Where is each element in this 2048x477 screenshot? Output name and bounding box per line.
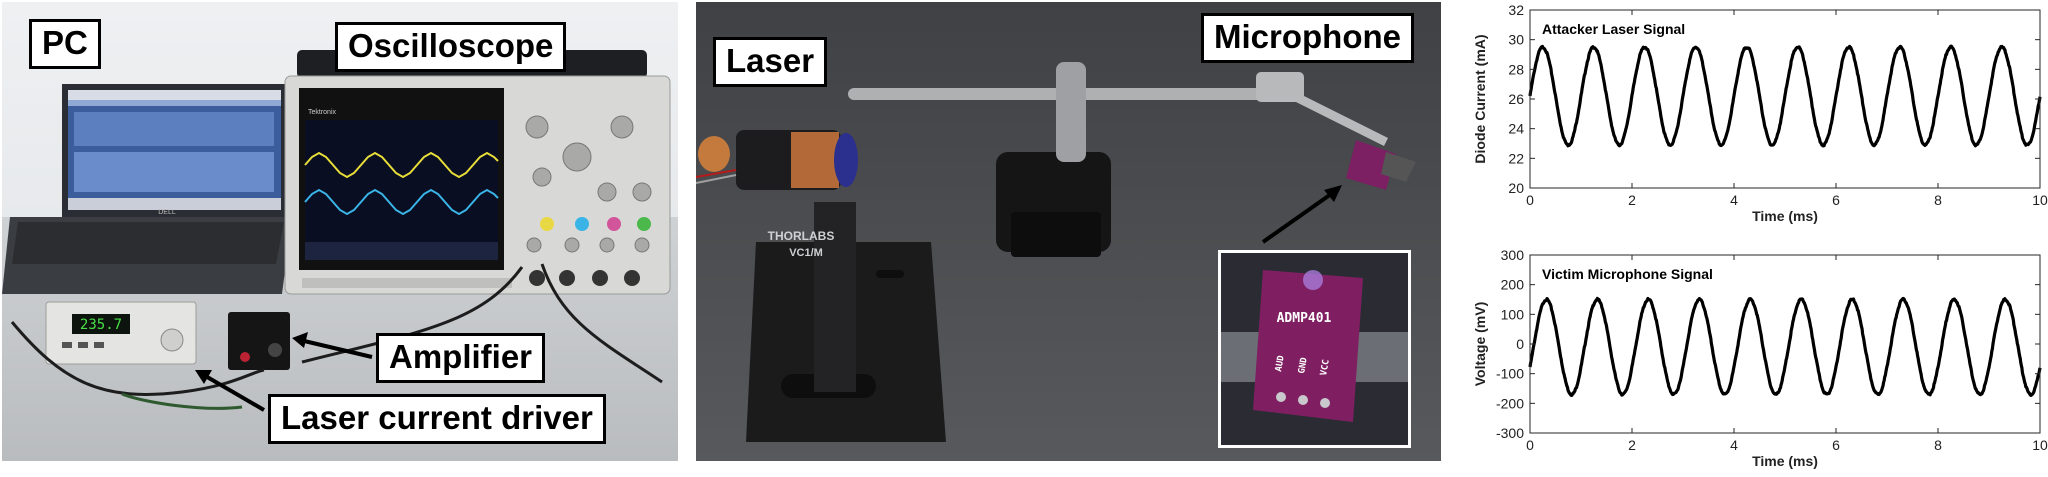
- mic-stand: [848, 62, 1389, 257]
- label-microphone: Microphone: [1201, 13, 1414, 63]
- y-tick-label-0-20: 20: [1508, 180, 1524, 196]
- scope-trace-blue: [304, 188, 499, 216]
- signal-trace-0: [1528, 44, 2042, 148]
- y-tick-label-1--200: -200: [1496, 395, 1524, 411]
- x-tick-label-0-0: 0: [1526, 192, 1534, 208]
- pin-label-vcc: VCC: [1319, 359, 1332, 377]
- driver-display-readout: 235.7: [80, 317, 122, 333]
- mount-model: VC1/M: [789, 247, 823, 259]
- pin-label-aud: AUD: [1274, 354, 1287, 372]
- chart-title-0: Attacker Laser Signal: [1542, 21, 1685, 37]
- mic-board: [1346, 140, 1416, 190]
- y-tick-label-1--300: -300: [1496, 425, 1524, 441]
- y-tick-label-1--100: -100: [1496, 366, 1524, 382]
- y-axis-label-1: Voltage (mV): [1472, 302, 1488, 387]
- y-tick-label-0-26: 26: [1508, 91, 1524, 107]
- signal-trace-1: [1528, 296, 2042, 397]
- x-tick-label-1-10: 10: [2032, 437, 2048, 453]
- laser-post: [814, 202, 856, 392]
- laser-head: THORLABS VC1/M: [696, 130, 858, 259]
- pin-label-gnd: GND: [1297, 356, 1310, 374]
- label-laser-current-driver: Laser current driver: [268, 394, 606, 444]
- x-tick-label-1-2: 2: [1628, 437, 1636, 453]
- chip-label: ADMP401: [1277, 311, 1332, 326]
- x-tick-label-0-10: 10: [2032, 192, 2048, 208]
- label-oscilloscope: Oscilloscope: [335, 22, 567, 72]
- scope-brand: Tektronix: [308, 109, 337, 116]
- y-tick-label-0-24: 24: [1508, 121, 1524, 137]
- y-tick-label-1-300: 300: [1501, 247, 1525, 263]
- setup-photo: DELL Tektronix: [2, 2, 678, 461]
- x-tick-label-0-4: 4: [1730, 192, 1738, 208]
- mic-inset: ADMP401 AUD GND VCC: [1218, 250, 1411, 448]
- x-tick-label-1-4: 4: [1730, 437, 1738, 453]
- x-tick-label-1-8: 8: [1934, 437, 1942, 453]
- x-tick-label-0-6: 6: [1832, 192, 1840, 208]
- x-tick-label-1-6: 6: [1832, 437, 1840, 453]
- inset-arrow: [1261, 190, 1336, 244]
- y-tick-label-0-28: 28: [1508, 61, 1524, 77]
- y-tick-label-1-0: 0: [1516, 336, 1524, 352]
- laser-mic-photo: THORLABS VC1/M ADMP401 AUD: [696, 2, 1441, 461]
- y-tick-label-1-100: 100: [1501, 306, 1525, 322]
- label-pc: PC: [29, 19, 101, 69]
- amplifier-unit: [228, 312, 290, 370]
- x-tick-label-0-8: 8: [1934, 192, 1942, 208]
- laptop-brand: DELL: [158, 209, 176, 216]
- laptop: DELL: [2, 84, 292, 294]
- x-axis-label-1: Time (ms): [1752, 453, 1818, 469]
- chart-title-1: Victim Microphone Signal: [1542, 266, 1713, 282]
- signal-charts: 0 2 4 6 8 10 20 22 24 26 28 30 32 Attacker Laser Sign…: [1460, 0, 2048, 477]
- y-axis-label-0: Diode Current (mA): [1472, 34, 1488, 163]
- y-tick-label-1-200: 200: [1501, 277, 1525, 293]
- oscilloscope: Tektronix: [284, 50, 671, 295]
- current-driver-unit: 235.7: [45, 301, 197, 365]
- y-tick-label-0-30: 30: [1508, 32, 1524, 48]
- callout-arrows: [195, 332, 373, 412]
- label-laser: Laser: [713, 37, 828, 87]
- mount-brand: THORLABS: [768, 229, 835, 243]
- y-tick-label-0-32: 32: [1508, 2, 1524, 18]
- label-amplifier: Amplifier: [376, 333, 546, 383]
- x-tick-label-1-0: 0: [1526, 437, 1534, 453]
- x-tick-label-0-2: 2: [1628, 192, 1636, 208]
- x-axis-label-0: Time (ms): [1752, 208, 1818, 224]
- scope-trace-yellow: [304, 151, 499, 179]
- y-tick-label-0-22: 22: [1508, 150, 1524, 166]
